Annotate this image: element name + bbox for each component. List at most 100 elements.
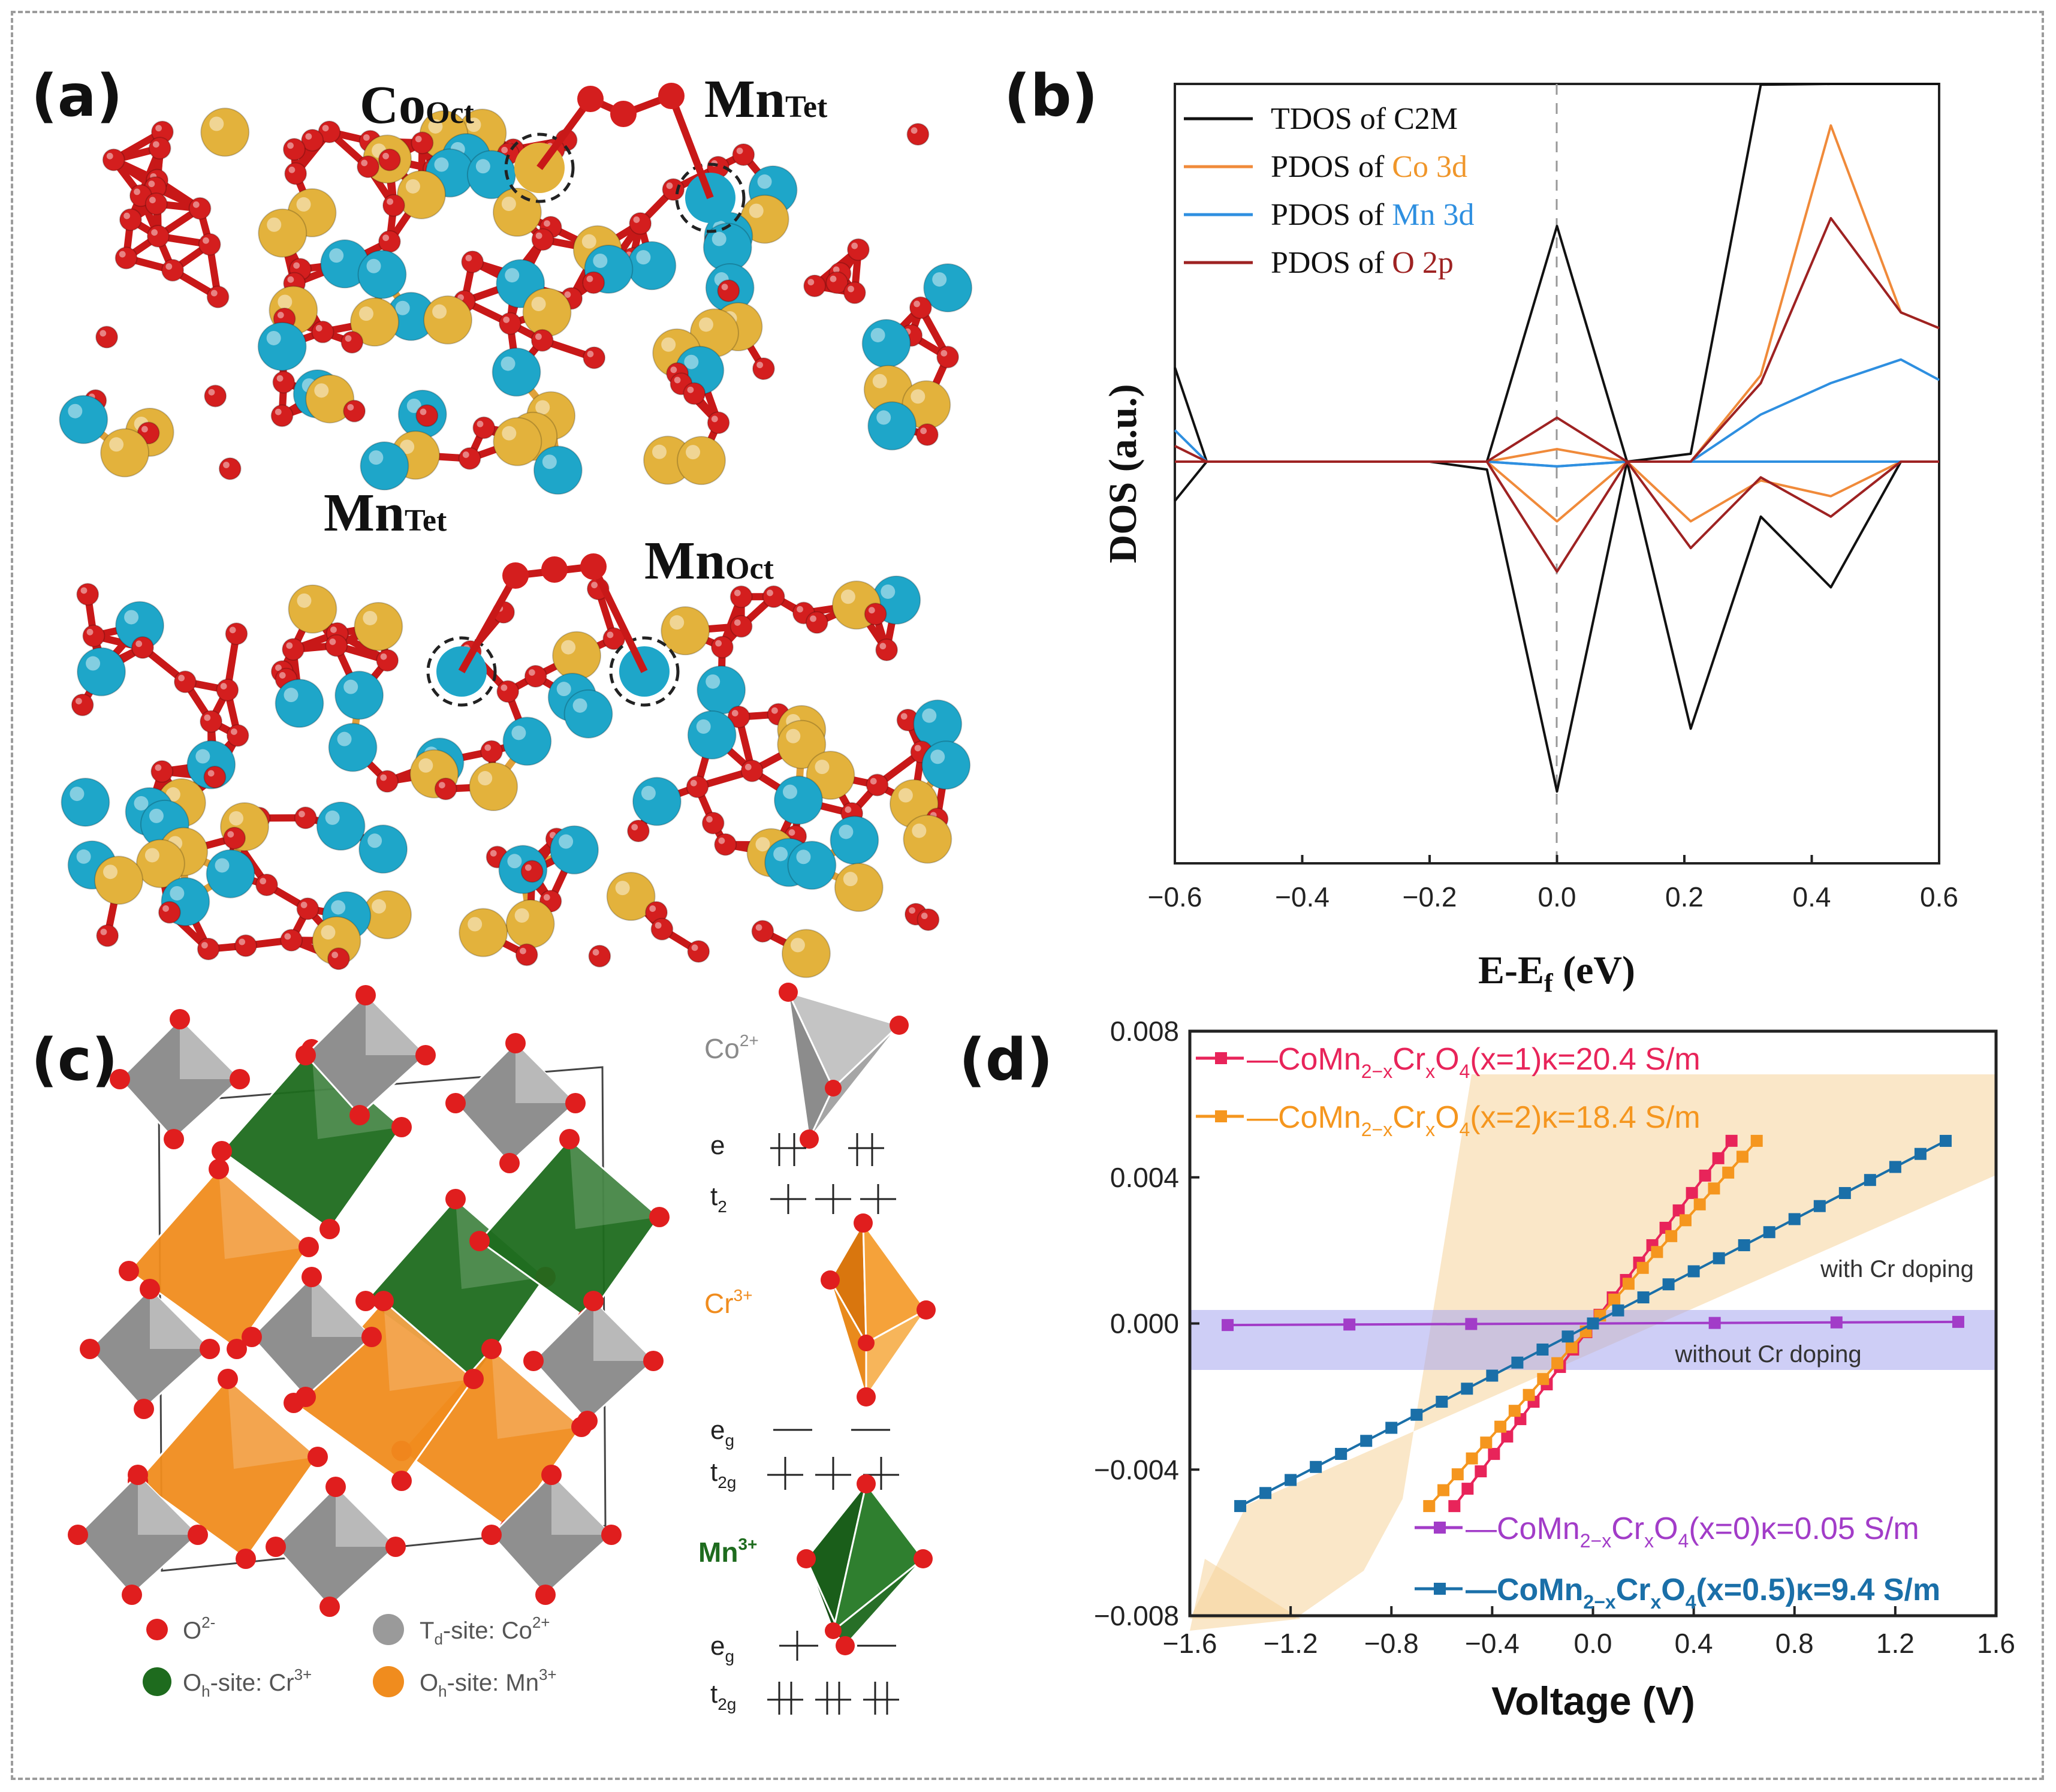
atom-highlight — [840, 589, 855, 604]
dos-x-axis-label-sub: f — [1544, 968, 1554, 998]
oxygen-atom — [458, 447, 481, 470]
oxygen-atom — [102, 148, 125, 171]
atom-highlight — [797, 606, 803, 613]
atom-highlight — [406, 398, 421, 413]
mn-level-e-sub: g — [725, 1647, 734, 1665]
oxygen-atom — [319, 1219, 340, 1239]
iv-legend: —CoMn2−xCrxO4(x=1)κ=20.4 S/m —CoMn2−xCrx… — [1196, 1042, 1940, 1613]
atom-highlight — [501, 196, 516, 211]
octahedron-face — [228, 1379, 318, 1469]
oxygen-atom — [936, 345, 960, 369]
oxygen-atom — [209, 1159, 229, 1179]
iv-x-tick-label: 1.6 — [1977, 1628, 2015, 1659]
cobalt-atom — [288, 584, 337, 634]
manganese-atom — [923, 263, 973, 313]
iv-point-x2 — [1693, 1198, 1706, 1210]
legend-td-marker — [373, 1614, 404, 1645]
site-marker-circle — [609, 636, 680, 707]
site-label-mn-tet-sub: Tet — [785, 90, 828, 124]
oxygen-atom — [686, 775, 709, 799]
iv-x-tick-label: 0.0 — [1574, 1628, 1612, 1659]
atom-highlight — [848, 285, 854, 293]
cobalt-atom — [459, 908, 508, 957]
atom-highlight — [718, 837, 725, 844]
oxygen-atom — [480, 740, 504, 763]
atom-highlight — [466, 118, 481, 132]
atom-highlight — [544, 220, 550, 227]
atom-highlight — [321, 925, 336, 940]
atom-highlight — [767, 589, 773, 597]
atom-highlight — [788, 829, 795, 836]
iv-x-tick-label: 0.8 — [1775, 1628, 1814, 1659]
iv-point-x2 — [1437, 1484, 1450, 1496]
oxygen-atom — [96, 924, 119, 947]
atom-highlight — [100, 928, 107, 935]
atom-highlight — [912, 823, 927, 838]
legend-o-sup: 2- — [201, 1613, 215, 1631]
atom-highlight — [475, 159, 490, 174]
oxygen-atom — [234, 934, 257, 957]
atom-highlight — [587, 351, 594, 357]
atom-highlight — [86, 628, 94, 636]
cobalt-atom — [94, 856, 144, 905]
atom-highlight — [564, 291, 571, 298]
cr-level-e: e — [710, 1415, 725, 1445]
atom-highlight — [100, 330, 107, 337]
atom-highlight — [462, 451, 469, 458]
atom-highlight — [465, 254, 472, 261]
oxygen-atom — [266, 1537, 286, 1557]
iv-x-tick-label: −0.8 — [1364, 1628, 1419, 1659]
oxygen-atom — [280, 929, 303, 952]
atom-highlight — [75, 698, 82, 704]
legend-x0-xvalue: 0 — [1733, 1511, 1750, 1546]
iv-point-x2 — [1750, 1134, 1763, 1147]
atom-highlight — [607, 631, 614, 639]
iv-point-x0.5 — [1637, 1291, 1650, 1303]
atom-highlight — [201, 942, 208, 949]
tetrahedron-face — [515, 1043, 575, 1103]
oxygen-atom — [373, 1291, 394, 1311]
atom-highlight — [755, 924, 762, 931]
oxygen-atom — [520, 860, 544, 883]
manganese-atom — [59, 394, 108, 444]
iv-point-x2 — [1736, 1151, 1748, 1163]
atom-highlight — [363, 134, 370, 141]
legend-ohmn-rest: -site: Mn — [447, 1670, 539, 1696]
atom-highlight — [106, 152, 113, 159]
atom-highlight — [438, 782, 445, 788]
iv-point-x1 — [1686, 1186, 1698, 1199]
dos-line-o-2p-down — [1175, 460, 1939, 573]
manganese-atom — [550, 825, 599, 875]
atom-highlight — [141, 426, 148, 433]
atom-highlight — [652, 444, 667, 459]
octahedron-face — [492, 1349, 581, 1439]
oxygen-atom — [225, 622, 248, 646]
atom-highlight — [239, 938, 246, 945]
oxygen-atom — [740, 759, 764, 782]
site-label-co-oct-sub: Oct — [426, 96, 475, 130]
iv-point-x0 — [1708, 1317, 1721, 1329]
atom-highlight — [204, 714, 211, 721]
oxygen-atom — [710, 636, 734, 659]
atom-highlight — [879, 643, 887, 650]
iv-x-axis-label: Voltage (V) — [1491, 1679, 1695, 1723]
oxygen-atom — [204, 384, 227, 408]
cobalt-atom — [258, 208, 308, 258]
iv-point-x0.5 — [1436, 1396, 1448, 1408]
oxygen-atom — [391, 1471, 412, 1491]
legend-x2-kappa: 18.4 — [1576, 1100, 1636, 1135]
iv-point-x0.5 — [1914, 1148, 1927, 1160]
oxygen-atom — [325, 1477, 346, 1497]
iv-y-tick-label: 0.004 — [1110, 1162, 1179, 1193]
atom-highlight — [870, 778, 877, 785]
iv-point-x2 — [1523, 1389, 1535, 1401]
oxygen-atom — [382, 194, 405, 217]
atom-highlight — [872, 374, 887, 388]
iv-point-x2 — [1466, 1452, 1478, 1465]
legend-ohmn-sub: h — [438, 1682, 447, 1700]
iv-point-x2 — [1480, 1436, 1493, 1449]
oxygen-atom — [284, 162, 308, 185]
oxygen-atom — [319, 1597, 340, 1617]
atom-highlight — [670, 615, 685, 630]
